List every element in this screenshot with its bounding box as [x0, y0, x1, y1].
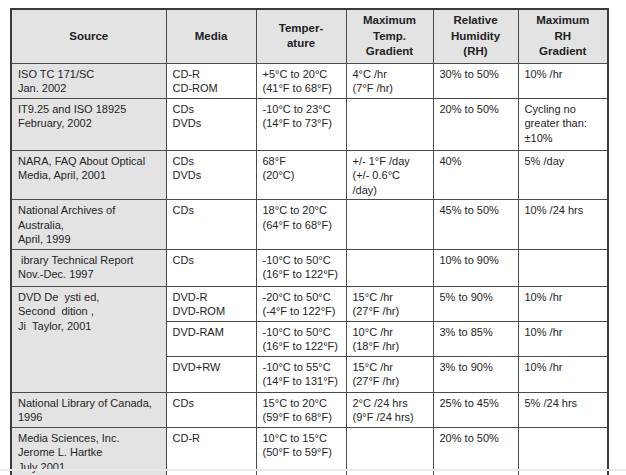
cell-media: CDs DVDs [166, 98, 256, 150]
cell-media: CD-R [166, 427, 256, 475]
cell-relative-humidity: 10% to 90% [433, 249, 518, 286]
cell-media: CDs [166, 392, 256, 427]
cell-temperature: 10°C to 15°C (50°F to 59°F) [256, 427, 346, 475]
cell-relative-humidity: 30% to 50% [433, 63, 518, 98]
cell-media: CD-R CD-ROM [166, 63, 256, 98]
cell-relative-humidity: 3% to 90% [433, 356, 518, 392]
cell-source: IT9.25 and ISO 18925 February, 2002 [11, 98, 166, 150]
cell-media: CDs [166, 249, 256, 286]
cell-temperature: -10°C to 23°C (14°F to 73°F) [256, 98, 346, 150]
table-row: ibrary Technical Report Nov.-Dec. 1997 C… [11, 249, 608, 286]
cell-source: ibrary Technical Report Nov.-Dec. 1997 [11, 249, 166, 286]
cell-source: National Archives of Australia, April, 1… [11, 200, 166, 250]
cell-max-rh-gradient: 10% /hr [518, 286, 608, 321]
cell-temperature: 15°C to 20°C (59°F to 68°F) [256, 392, 346, 427]
cell-max-temp-gradient: 15°C /hr (27°F /hr) [346, 356, 433, 392]
cell-temperature: -20°C to 50°C (-4°F to 122°F) [256, 286, 346, 321]
table-row: ISO TC 171/SC Jan. 2002 CD-R CD-ROM +5°C… [11, 63, 608, 98]
cell-max-temp-gradient [346, 98, 433, 150]
col-header-relative-humidity: Relative Humidity (RH) [433, 9, 518, 63]
cell-max-rh-gradient: Cycling no greater than: ±10% [518, 98, 608, 150]
cell-max-temp-gradient: 2°C /24 hrs (9°F /24 hrs) [346, 392, 433, 427]
cell-max-temp-gradient: 15°C /hr (27°F /hr) [346, 286, 433, 321]
cell-source: ISO TC 171/SC Jan. 2002 [11, 63, 166, 98]
cell-temperature: 68°F (20°C) [256, 150, 346, 200]
cell-relative-humidity: 3% to 85% [433, 321, 518, 356]
table-row: DVD De ysti ed, Second dition , Ji Taylo… [11, 286, 608, 321]
cell-max-rh-gradient: 10% /hr [518, 321, 608, 356]
table-row: IT9.25 and ISO 18925 February, 2002 CDs … [11, 98, 608, 150]
cell-max-temp-gradient [346, 249, 433, 286]
cell-relative-humidity: 20% to 50% [433, 98, 518, 150]
cell-source: DVD De ysti ed, Second dition , Ji Taylo… [11, 286, 166, 392]
cell-max-rh-gradient: 5% /day [518, 150, 608, 200]
cell-media: DVD-RAM [166, 321, 256, 356]
cell-temperature: -10°C to 55°C (14°F to 131°F) [256, 356, 346, 392]
table-row: National Library of Canada, 1996 CDs 15°… [11, 392, 608, 427]
cell-relative-humidity: 25% to 45% [433, 392, 518, 427]
cell-max-temp-gradient [346, 200, 433, 250]
cell-source: Media Sciences, Inc. Jerome L. Hartke Ju… [11, 427, 166, 475]
page-bottom-divider [0, 469, 626, 471]
cell-max-temp-gradient [346, 427, 433, 475]
cell-source: National Library of Canada, 1996 [11, 392, 166, 427]
cell-max-rh-gradient: 10% /hr [518, 356, 608, 392]
table-row: Media Sciences, Inc. Jerome L. Hartke Ju… [11, 427, 608, 475]
col-header-source: Source [11, 9, 166, 63]
col-header-media: Media [166, 9, 256, 63]
cell-relative-humidity: 5% to 90% [433, 286, 518, 321]
cell-source: NARA, FAQ About Optical Media, April, 20… [11, 150, 166, 200]
storage-parameters-table: Source Media Temper- ature Maximum Temp.… [10, 8, 609, 475]
cell-temperature: -10°C to 50°C (16°F to 122°F) [256, 249, 346, 286]
col-header-max-rh-gradient: Maximum RH Gradient [518, 9, 608, 63]
cell-max-rh-gradient [518, 427, 608, 475]
cell-media: CDs DVDs [166, 150, 256, 200]
table-row: NARA, FAQ About Optical Media, April, 20… [11, 150, 608, 200]
cell-relative-humidity: 40% [433, 150, 518, 200]
col-header-max-temp-gradient: Maximum Temp. Gradient [346, 9, 433, 63]
cell-media: DVD-R DVD-ROM [166, 286, 256, 321]
cell-temperature: 18°C to 20°C (64°F to 68°F) [256, 200, 346, 250]
cell-relative-humidity: 45% to 50% [433, 200, 518, 250]
cell-max-rh-gradient: 10% /24 hrs [518, 200, 608, 250]
cell-temperature: -10°C to 50°C (16°F to 122°F) [256, 321, 346, 356]
cell-max-rh-gradient: 5% /24 hrs [518, 392, 608, 427]
cell-max-temp-gradient: 4°C /hr (7°F /hr) [346, 63, 433, 98]
col-header-temperature: Temper- ature [256, 9, 346, 63]
cell-media: CDs [166, 200, 256, 250]
cell-max-temp-gradient: +/- 1°F /day (+/- 0.6°C /day) [346, 150, 433, 200]
cell-max-rh-gradient: 10% /hr [518, 63, 608, 98]
document-page: Source Media Temper- ature Maximum Temp.… [0, 0, 626, 475]
cell-relative-humidity: 20% to 50% [433, 427, 518, 475]
cell-max-temp-gradient: 10°C /hr (18°F /hr) [346, 321, 433, 356]
cell-media: DVD+RW [166, 356, 256, 392]
header-row: Source Media Temper- ature Maximum Temp.… [11, 9, 608, 63]
cell-temperature: +5°C to 20°C (41°F to 68°F) [256, 63, 346, 98]
table-row: National Archives of Australia, April, 1… [11, 200, 608, 250]
cell-max-rh-gradient [518, 249, 608, 286]
